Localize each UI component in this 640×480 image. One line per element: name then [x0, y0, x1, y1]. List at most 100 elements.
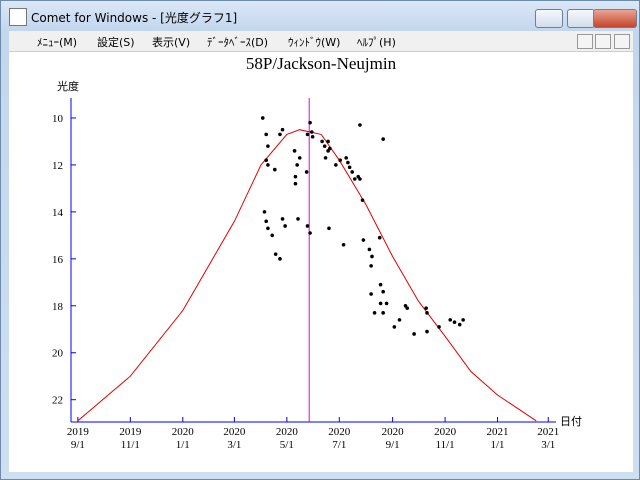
observation — [412, 332, 416, 336]
observation — [293, 174, 298, 179]
observation — [266, 144, 270, 148]
observation — [381, 311, 385, 315]
observation — [378, 301, 383, 306]
observation — [264, 158, 269, 163]
y-axis-label: 光度 — [57, 79, 79, 93]
observation — [361, 238, 366, 242]
observation — [461, 318, 465, 322]
chart-title: 58P/Jackson-Neujmin — [246, 54, 397, 73]
observation — [381, 137, 385, 141]
app-icon — [9, 8, 27, 26]
x-tick-label: 2020 3/1 — [223, 426, 246, 451]
observation — [425, 311, 429, 315]
child-restore[interactable] — [595, 34, 611, 49]
observation — [341, 242, 346, 247]
observation — [323, 156, 328, 160]
observation — [347, 165, 352, 170]
observation — [370, 254, 374, 259]
observation — [283, 224, 287, 228]
observation — [310, 134, 315, 139]
observation — [266, 163, 270, 167]
observation — [270, 233, 275, 238]
observation — [352, 177, 357, 181]
observation — [292, 149, 297, 153]
observation — [358, 177, 362, 181]
observation — [280, 127, 285, 132]
observation — [305, 132, 310, 137]
observation — [334, 163, 338, 167]
x-tick-label: 2019 11/1 — [119, 426, 142, 451]
observation — [448, 318, 453, 322]
observation — [326, 139, 330, 144]
x-tick-label: 2021 1/1 — [487, 426, 509, 451]
observation — [305, 224, 310, 228]
y-tick-label: 14 — [52, 207, 64, 219]
x-tick-label: 2019 9/1 — [67, 426, 90, 451]
x-tick-label: 2021 3/1 — [537, 426, 559, 451]
observation — [262, 210, 267, 214]
observation — [350, 170, 354, 174]
x-tick-label: 2020 11/1 — [434, 426, 457, 451]
observation — [295, 163, 299, 167]
menu-item[interactable]: 設定(S) — [97, 36, 135, 49]
observation — [322, 144, 327, 148]
observation — [377, 235, 382, 240]
menu-item[interactable]: ﾃﾞｰﾀﾍﾞｰｽ(D) — [207, 36, 269, 49]
observation — [369, 292, 373, 296]
observation — [297, 156, 302, 160]
window-title: Comet for Windows - [光度グラフ1] — [31, 11, 238, 25]
child-close[interactable] — [614, 34, 630, 49]
minimize-button[interactable] — [535, 9, 563, 28]
y-tick-label: 16 — [52, 254, 64, 266]
observation — [260, 116, 265, 120]
observation — [344, 156, 348, 160]
observation — [309, 130, 314, 134]
observation — [346, 160, 350, 165]
observation — [381, 289, 385, 294]
observation — [320, 139, 324, 144]
close-button[interactable] — [593, 9, 637, 28]
observation — [392, 325, 397, 329]
x-tick-label: 2020 5/1 — [276, 426, 299, 451]
observation — [296, 217, 300, 221]
menu-item[interactable]: ﾍﾙﾌﾟ(H) — [357, 36, 396, 49]
y-tick-label: 20 — [52, 348, 64, 360]
x-tick-label: 2020 1/1 — [172, 426, 195, 451]
observation — [437, 325, 441, 329]
chart: 58P/Jackson-Neujmin 光度 日付 10 12 14 16 18 20 22… — [9, 52, 633, 472]
observation — [264, 132, 269, 137]
observation — [358, 123, 362, 127]
observation — [397, 318, 402, 322]
menu-item[interactable]: 表示(V) — [152, 36, 191, 49]
observation — [378, 282, 383, 287]
y-tick-label: 22 — [52, 395, 63, 407]
observation — [278, 132, 282, 137]
x-tick-label: 2020 7/1 — [328, 426, 351, 451]
observation — [327, 226, 331, 231]
y-tick-label: 18 — [52, 301, 64, 313]
observation — [304, 170, 309, 174]
title-bar: Comet for Windows - [光度グラフ1] — [1, 1, 639, 31]
observation — [425, 329, 429, 334]
observation — [273, 252, 278, 256]
observation — [308, 231, 312, 235]
observation — [273, 167, 277, 172]
x-tick-label: 2020 9/1 — [382, 426, 405, 451]
maximize-button[interactable] — [567, 9, 595, 28]
observation — [457, 322, 462, 327]
observation — [369, 264, 373, 268]
observation — [293, 181, 298, 186]
menu-bar: ﾒﾆｭｰ(M) 設定(S) 表示(V) ﾃﾞｰﾀﾍﾞｰｽ(D) ｳｨﾝﾄﾞｳ(W… — [9, 31, 633, 52]
child-minimize[interactable] — [577, 34, 593, 49]
observation — [405, 306, 410, 310]
observation — [264, 219, 269, 224]
observation — [280, 217, 285, 221]
observation — [278, 257, 282, 261]
menu-item[interactable]: ﾒﾆｭｰ(M) — [37, 36, 78, 49]
observation — [266, 226, 270, 231]
observation — [360, 198, 365, 202]
menu-item[interactable]: ｳｨﾝﾄﾞｳ(W) — [288, 36, 341, 49]
observation — [384, 301, 389, 306]
observation — [326, 149, 330, 153]
